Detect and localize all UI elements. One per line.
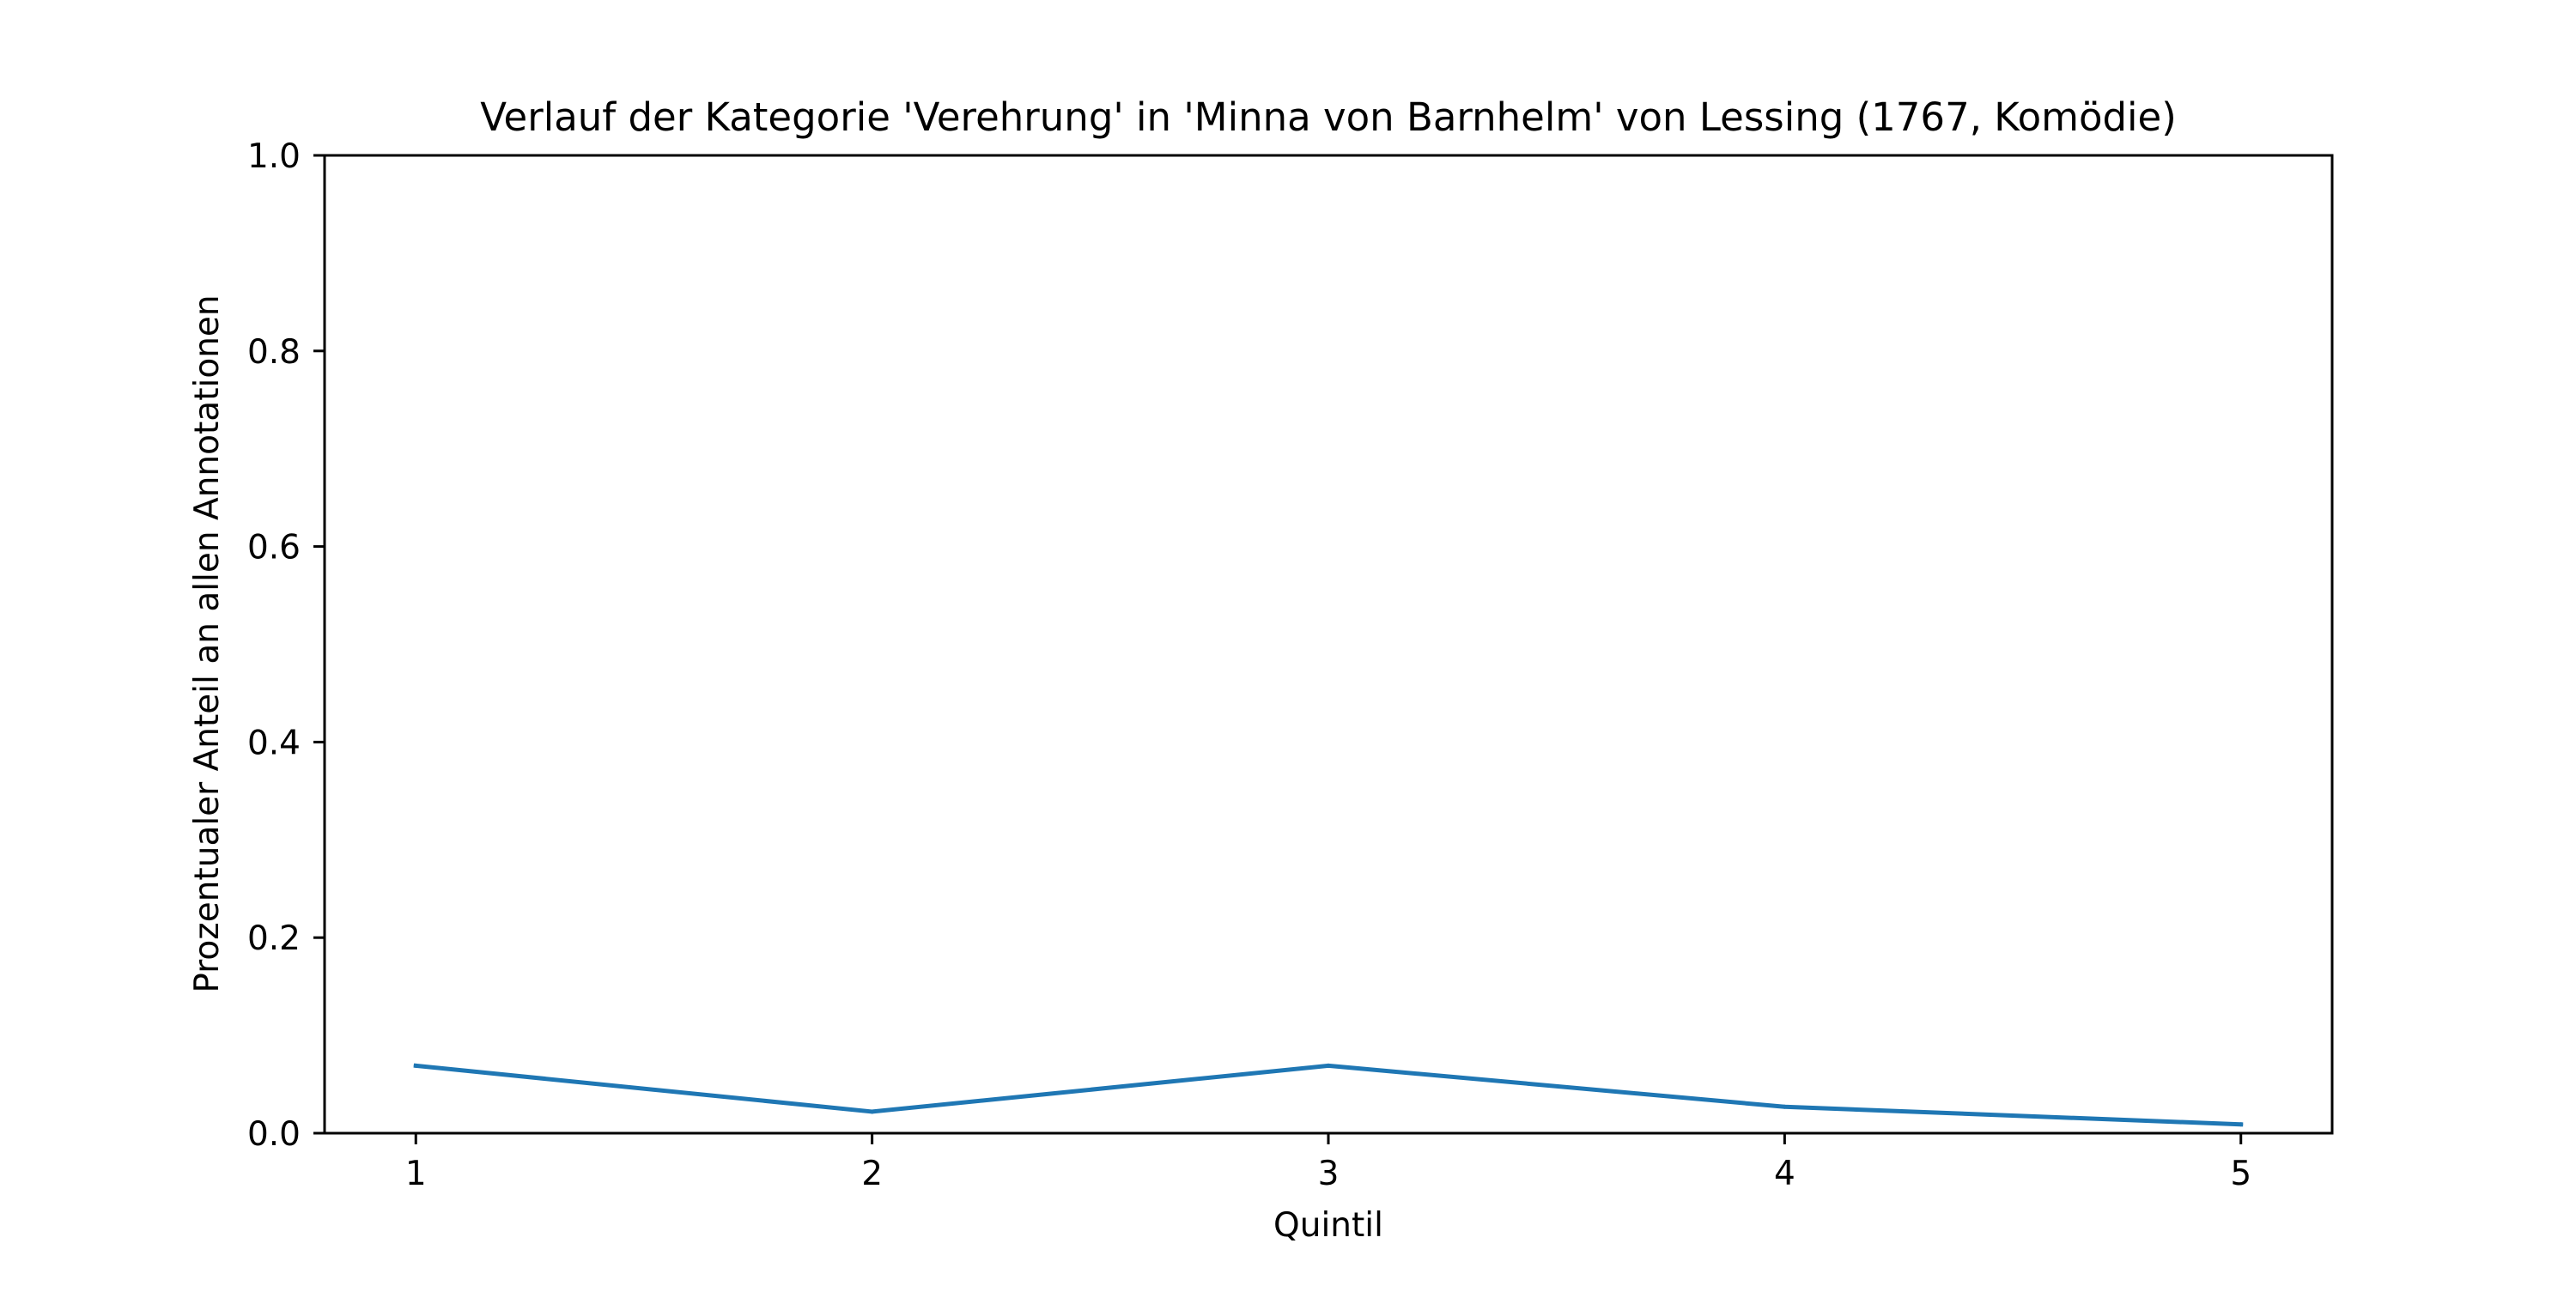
x-tick-label: 5 (2230, 1155, 2251, 1193)
y-axis-label: Prozentualer Anteil an allen Annotatione… (188, 294, 227, 992)
x-tick-label: 4 (1774, 1155, 1795, 1193)
data-point (1326, 1063, 1331, 1068)
x-tick-label: 3 (1318, 1155, 1340, 1193)
data-point (1782, 1104, 1787, 1109)
y-tick-label: 0.4 (247, 724, 301, 762)
y-tick-label: 0.2 (247, 919, 301, 958)
y-tick-label: 1.0 (247, 137, 301, 176)
x-axis-label: Quintil (1273, 1206, 1383, 1245)
data-point (2239, 1122, 2244, 1127)
chart-title: Verlauf der Kategorie 'Verehrung' in 'Mi… (480, 94, 2177, 140)
data-point (870, 1109, 875, 1114)
series-layer (413, 1063, 2244, 1127)
y-tick-label: 0.8 (247, 333, 301, 372)
x-tick-label: 1 (405, 1155, 427, 1193)
y-tick-label: 0.0 (247, 1115, 301, 1154)
data-point (413, 1063, 418, 1068)
x-tick-label: 2 (861, 1155, 883, 1193)
axis-ticks: 1 2 3 4 5 0.0 0.2 0.4 0.6 0.8 1.0 (247, 137, 2251, 1193)
plot-frame (323, 154, 2334, 1135)
y-tick-label: 0.6 (247, 529, 301, 567)
